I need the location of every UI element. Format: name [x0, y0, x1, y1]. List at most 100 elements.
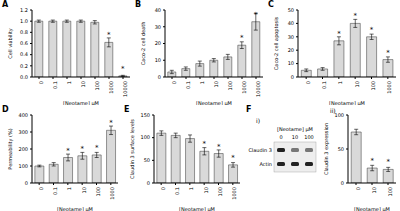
svg-text:100: 100	[18, 163, 28, 169]
svg-text:0: 0	[147, 180, 150, 186]
svg-text:30: 30	[155, 24, 161, 30]
svg-text:300: 300	[18, 129, 28, 135]
svg-text:*: *	[370, 157, 374, 165]
svg-text:1.2: 1.2	[20, 7, 28, 13]
svg-text:100: 100	[140, 134, 150, 140]
svg-text:*: *	[107, 31, 111, 39]
svg-text:Permeability (%): Permeability (%)	[7, 128, 14, 169]
svg-text:*: *	[386, 49, 390, 57]
svg-text:*: *	[217, 143, 221, 151]
svg-text:[Neotame] µM: [Neotame] µM	[63, 100, 99, 105]
svg-text:0: 0	[25, 180, 28, 186]
svg-text:0: 0	[160, 187, 166, 190]
svg-text:10: 10	[213, 81, 219, 87]
svg-text:[Neotame] µM: [Neotame] µM	[277, 126, 313, 133]
svg-text:40: 40	[288, 20, 294, 26]
svg-text:100: 100	[304, 134, 314, 140]
svg-text:10: 10	[292, 134, 298, 140]
svg-text:[Neotame] µM: [Neotame] µM	[179, 206, 215, 211]
svg-text:10: 10	[203, 187, 209, 193]
svg-text:0: 0	[38, 187, 44, 190]
svg-text:100: 100	[94, 81, 100, 91]
svg-text:*: *	[203, 140, 207, 148]
svg-text:0: 0	[341, 180, 344, 186]
svg-text:100: 100	[370, 81, 376, 91]
svg-text:0.1: 0.1	[52, 187, 58, 195]
svg-text:1.0: 1.0	[20, 18, 28, 24]
svg-text:0: 0	[355, 187, 361, 190]
svg-text:100: 100	[334, 112, 344, 118]
svg-text:1: 1	[66, 81, 72, 84]
svg-text:0.6: 0.6	[20, 40, 28, 46]
svg-text:30: 30	[288, 34, 294, 40]
svg-text:*: *	[231, 154, 235, 162]
svg-text:0: 0	[158, 74, 161, 80]
svg-text:*: *	[66, 147, 70, 155]
svg-text:[Neotame] µM: [Neotame] µM	[329, 100, 365, 105]
svg-text:*: *	[109, 119, 113, 127]
svg-text:0.2: 0.2	[20, 63, 28, 69]
svg-text:0.1: 0.1	[174, 187, 180, 195]
svg-text:10: 10	[371, 187, 377, 193]
svg-text:1: 1	[188, 187, 194, 190]
svg-text:0.0: 0.0	[20, 74, 28, 80]
svg-text:10: 10	[288, 60, 294, 66]
svg-text:1000: 1000	[109, 187, 115, 200]
svg-text:Actin: Actin	[259, 161, 272, 167]
svg-text:10: 10	[155, 57, 161, 63]
svg-text:*: *	[337, 30, 341, 38]
svg-text:150: 150	[140, 112, 150, 118]
svg-text:10000: 10000	[255, 81, 261, 97]
svg-text:1: 1	[337, 81, 343, 84]
svg-text:Claudin 3: Claudin 3	[248, 147, 272, 153]
svg-text:1: 1	[66, 187, 72, 190]
svg-text:20: 20	[288, 47, 294, 53]
svg-text:100: 100	[227, 81, 233, 91]
svg-text:0: 0	[305, 81, 311, 84]
svg-text:1000: 1000	[108, 81, 114, 94]
svg-text:50: 50	[144, 157, 150, 163]
svg-text:*: *	[354, 12, 358, 20]
svg-text:20: 20	[155, 40, 161, 46]
svg-text:1000: 1000	[231, 187, 237, 200]
svg-text:*: *	[386, 158, 390, 166]
svg-text:200: 200	[18, 146, 28, 152]
svg-text:*: *	[95, 144, 99, 152]
svg-text:Cell viability: Cell viability	[7, 28, 14, 59]
svg-text:Claudin 3 surface levels: Claudin 3 surface levels	[129, 119, 135, 179]
svg-text:Caco-2 cell apoptosis: Caco-2 cell apoptosis	[273, 16, 280, 70]
svg-text:50: 50	[288, 7, 294, 13]
svg-text:0: 0	[171, 81, 177, 84]
svg-text:100: 100	[217, 187, 223, 197]
svg-text:1000: 1000	[386, 81, 392, 94]
svg-text:0: 0	[291, 74, 294, 80]
svg-text:0: 0	[279, 134, 282, 140]
svg-text:10000: 10000	[122, 81, 128, 97]
svg-text:10: 10	[80, 81, 86, 87]
svg-text:0.1: 0.1	[52, 81, 58, 89]
svg-text:[Neotame] µM: [Neotame] µM	[196, 100, 232, 105]
svg-text:1: 1	[199, 81, 205, 84]
svg-text:Caco-2 cell death: Caco-2 cell death	[140, 22, 146, 66]
svg-text:0: 0	[38, 81, 44, 84]
svg-text:100: 100	[387, 187, 393, 197]
svg-text:0.1: 0.1	[185, 81, 191, 89]
svg-text:0.1: 0.1	[321, 81, 327, 89]
svg-text:50: 50	[338, 146, 344, 152]
svg-text:[Neotame] µM: [Neotame] µM	[354, 206, 390, 211]
svg-text:400: 400	[18, 112, 28, 118]
svg-text:Claudin 3 expression: Claudin 3 expression	[323, 123, 330, 175]
svg-text:[Neotame] µM: [Neotame] µM	[57, 206, 93, 211]
svg-text:*: *	[81, 145, 85, 153]
svg-text:40: 40	[155, 7, 161, 13]
svg-text:0.4: 0.4	[20, 51, 28, 57]
svg-text:*: *	[121, 65, 125, 73]
svg-text:10: 10	[81, 187, 87, 193]
svg-text:100: 100	[95, 187, 101, 197]
svg-text:1000: 1000	[241, 81, 247, 94]
svg-text:*: *	[254, 11, 258, 19]
svg-text:*: *	[370, 26, 374, 34]
svg-text:0.8: 0.8	[20, 29, 28, 35]
svg-text:*: *	[240, 34, 244, 42]
svg-text:10: 10	[354, 81, 360, 87]
